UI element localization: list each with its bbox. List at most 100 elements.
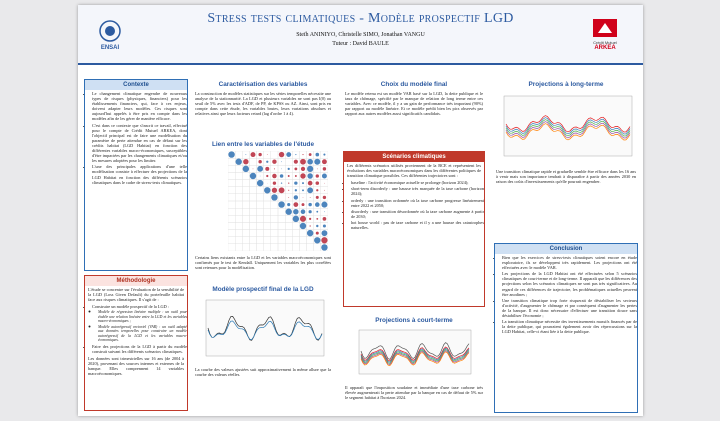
matrix-cell: [228, 193, 236, 202]
matrix-dot: [321, 230, 328, 237]
curve: [360, 351, 470, 367]
paragraph: La courbe des valeurs ajustées suit appr…: [195, 367, 331, 378]
matrix-cell: [234, 172, 243, 180]
matrix-cell: [256, 243, 264, 251]
matrix-cell: [228, 229, 236, 237]
matrix-dot: [324, 189, 325, 191]
paragraph: Les données sont trimestrielles sur 16 a…: [88, 356, 184, 377]
matrix-cell: [263, 207, 272, 216]
matrix-dot: [316, 210, 319, 213]
paragraph: Certains liens existants entre la LGD et…: [195, 255, 331, 271]
bullet-list: baseline : l'activité économique actuell…: [344, 180, 484, 230]
matrix-cell: [242, 193, 250, 202]
matrix-cell: [234, 207, 243, 216]
matrix-cell: [228, 222, 236, 230]
matrix-dot: [300, 209, 306, 215]
matrix-dot: [293, 208, 299, 215]
matrix-cell: [277, 215, 286, 223]
matrix-dot: [259, 175, 261, 177]
paragraph: Les différents scénarios utilisés provie…: [347, 163, 481, 179]
matrix-dot: [321, 201, 328, 208]
matrix-dot: [288, 197, 290, 198]
curve: [505, 115, 631, 133]
section-title: Scénarios climatiques: [344, 152, 484, 162]
poster: ENSAI Stress tests climatiques - Modèle …: [78, 5, 643, 416]
matrix-dot: [324, 182, 325, 184]
bullet: hot house world : pas de taxe carbone et…: [351, 220, 484, 230]
logo-right-icon: [593, 19, 617, 37]
bullet: Une transition climatique trop forte ris…: [502, 298, 637, 318]
matrix-cell: [270, 207, 279, 216]
matrix-cell: [270, 222, 279, 230]
matrix-dot: [228, 151, 235, 158]
matrix-cell: [249, 179, 257, 187]
section-title: Contexte: [85, 80, 187, 90]
matrix-cell: [263, 215, 272, 223]
section-title: Choix du modèle final: [380, 81, 448, 88]
matrix-dot: [264, 187, 271, 194]
matrix-dot: [265, 166, 270, 171]
matrix-cell: [228, 207, 236, 216]
matrix-cell: [249, 236, 257, 245]
curve: [207, 320, 323, 341]
matrix-dot: [307, 173, 313, 179]
matrix-cell: [228, 200, 236, 209]
matrix-dot: [278, 151, 285, 158]
matrix-dot: [258, 160, 262, 164]
plot-frame: [503, 95, 633, 157]
curve: [505, 119, 631, 137]
paragraph: La construction de modèles statistiques …: [195, 91, 331, 117]
matrix-dot: [302, 182, 304, 185]
matrix-cell: [292, 229, 300, 237]
bullet: Bien que les exercices de stress-tests c…: [502, 255, 637, 270]
matrix-cell: [242, 215, 250, 223]
matrix-dot: [243, 158, 249, 165]
matrix-dot: [324, 211, 325, 213]
bullet: La transition climatique nécessite des i…: [502, 319, 637, 334]
matrix-dot: [245, 154, 247, 155]
bullet: Modèle autorégressif vectoriel (VAR) : u…: [98, 325, 187, 343]
matrix-cell: [256, 222, 264, 230]
matrix-cell: [270, 229, 279, 237]
matrix-dot: [322, 195, 327, 200]
matrix-cell: [263, 193, 272, 202]
matrix-dot: [308, 210, 312, 214]
matrix-dot: [271, 194, 278, 201]
bullet: baseline : l'activité économique actuell…: [351, 180, 484, 185]
matrix-cell: [228, 186, 236, 195]
matrix-cell: [256, 215, 264, 223]
matrix-dot: [315, 231, 319, 235]
matrix-dot: [315, 152, 320, 157]
methodologie-box: Méthodologie L'étude se concentre sur l'…: [84, 275, 188, 411]
matrix-cell: [242, 179, 250, 187]
matrix-dot: [287, 175, 290, 177]
bullet-text: Construire un modèle prospectif de la LG…: [92, 304, 169, 310]
section-title: Modèle prospectif final de la LGD: [212, 286, 314, 293]
matrix-cell: [277, 243, 286, 251]
matrix-dot: [266, 174, 269, 178]
matrix-dot: [266, 154, 268, 155]
matrix-cell: [263, 243, 272, 251]
matrix-cell: [313, 243, 322, 251]
curve: [505, 121, 631, 139]
matrix-cell: [284, 243, 293, 251]
conclusion-box: Conclusion Bien que les exercices de str…: [494, 243, 638, 413]
section-title: Lien entre les variables de l'étude: [211, 141, 315, 148]
matrix-cell: [242, 207, 250, 216]
matrix-dot: [321, 173, 327, 179]
matrix-cell: [249, 215, 257, 223]
matrix-dot: [288, 189, 290, 191]
matrix-dot: [300, 158, 306, 165]
contexte-box: Contexte Le changement climatique engend…: [84, 79, 188, 271]
matrix-cell: [299, 229, 307, 237]
bullet: Le changement climatique engendre de nou…: [92, 91, 187, 122]
matrix-dot: [314, 158, 321, 165]
paragraph: L'étude se concentre sur l'évaluation de…: [88, 287, 184, 303]
header: [78, 5, 643, 65]
bullet-list: Bien que les exercices de stress-tests c…: [495, 255, 637, 334]
matrix-cell: [270, 236, 279, 245]
matrix-dot: [256, 179, 264, 187]
matrix-cell: [270, 200, 279, 209]
paragraph: Il apparaît que l'imposition soudaine et…: [345, 385, 483, 401]
